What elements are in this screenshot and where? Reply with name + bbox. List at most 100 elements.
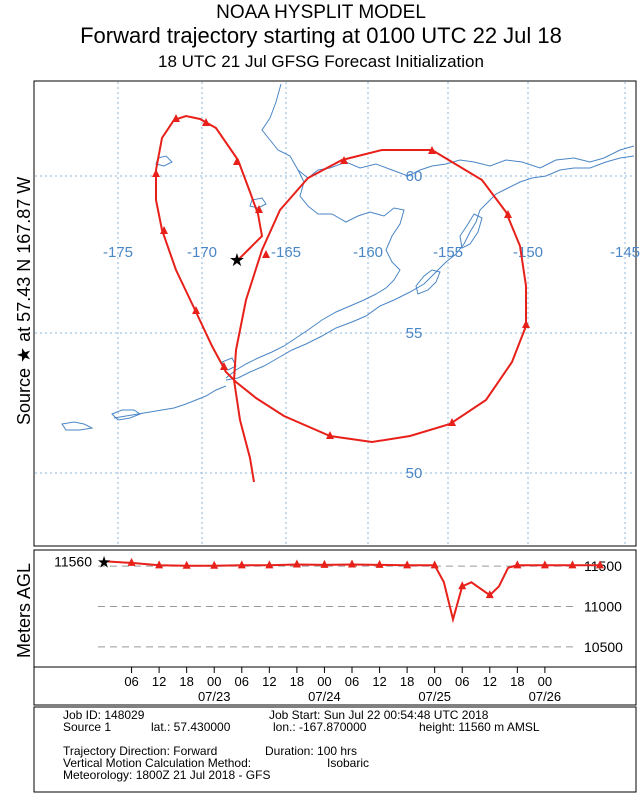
source-height: height: 11560 m AMSL xyxy=(419,720,540,734)
time-tick-label: 18 xyxy=(400,674,414,689)
kodiak-island xyxy=(415,269,441,295)
height-marker xyxy=(155,560,164,569)
info-frame xyxy=(33,706,637,793)
trajectory-marker-8 xyxy=(220,362,228,370)
height-marker xyxy=(348,559,356,568)
time-tick-label: 12 xyxy=(483,674,497,689)
height-marker xyxy=(237,560,246,569)
western-island-b xyxy=(61,421,94,431)
height-marker xyxy=(513,560,522,569)
time-tick-label: 00 xyxy=(207,674,221,689)
time-tick-label: 06 xyxy=(124,674,138,689)
model-title: NOAA HYSPLIT MODEL xyxy=(216,2,426,23)
time-tick-label: 00 xyxy=(538,674,552,689)
nunivak-island xyxy=(249,197,267,209)
time-tick-label: 18 xyxy=(179,674,193,689)
time-tick-label: 12 xyxy=(152,674,166,689)
height-marker xyxy=(568,560,577,569)
trajectory-path xyxy=(155,114,527,483)
aleutian-islands xyxy=(113,385,227,419)
job-start: Job Start: Sun Jul 22 00:54:48 UTC 2018 xyxy=(269,708,489,722)
lat-label-50: 50 xyxy=(406,465,423,482)
source-lat: lat.: 57.430000 xyxy=(151,720,231,734)
trajectory-marker-13 xyxy=(428,146,436,154)
job-id: Job ID: 148029 xyxy=(63,708,145,722)
lon-label-160: -160 xyxy=(353,244,383,261)
lon-label-175: -175 xyxy=(103,244,133,261)
height-marker xyxy=(265,560,274,569)
trajectory-marker-2 xyxy=(233,157,241,165)
height-marker xyxy=(430,560,439,569)
lon-label-150: -150 xyxy=(513,244,543,261)
date-label: 07/25 xyxy=(418,689,451,704)
trajectory-marker-6 xyxy=(160,226,168,234)
lon-label-165: -165 xyxy=(271,244,301,261)
height-tick-label: 10500 xyxy=(584,639,623,655)
time-tick-label: 00 xyxy=(427,674,441,689)
vertical-method: Vertical Motion Calculation Method: xyxy=(63,756,252,770)
source-number: Source 1 xyxy=(63,720,112,734)
date-label: 07/26 xyxy=(529,689,562,704)
height-marker xyxy=(375,559,384,568)
time-tick-label: 12 xyxy=(262,674,276,689)
time-tick-label: 12 xyxy=(372,674,386,689)
map-graticule xyxy=(35,82,635,545)
time-tick-label: 06 xyxy=(235,674,249,689)
trajectory-marker-15 xyxy=(262,250,270,258)
initialization-subtitle: 18 UTC 21 Jul GFSG Forecast Initializati… xyxy=(158,52,484,71)
height-marker xyxy=(182,560,191,569)
coastlines xyxy=(61,83,635,431)
height-tick-label: 11000 xyxy=(584,598,622,614)
kenai-peninsula xyxy=(459,213,483,249)
source-lon: lon.: -167.870000 xyxy=(273,720,367,734)
time-tick-label: 00 xyxy=(317,674,331,689)
alaska-peninsula-north xyxy=(225,293,377,379)
alaska-coast-west xyxy=(297,169,405,295)
time-tick-label: 06 xyxy=(345,674,359,689)
height-tick-label: 11500 xyxy=(584,558,622,574)
height-marker xyxy=(127,557,136,566)
western-island-a xyxy=(111,409,142,421)
lon-label-170: -170 xyxy=(187,244,217,261)
y-axis-label: Meters AGL xyxy=(14,562,34,658)
height-marker xyxy=(320,559,329,568)
time-tick-label: 18 xyxy=(510,674,524,689)
lon-label-155: -155 xyxy=(433,244,463,261)
date-label: 07/24 xyxy=(308,689,341,704)
height-marker xyxy=(596,560,604,569)
time-tick-label: 06 xyxy=(455,674,469,689)
height-series-line xyxy=(103,560,600,624)
vertical-method-value: Isobaric xyxy=(327,756,370,770)
source-star-map: ★ xyxy=(229,250,245,271)
alaska-peninsula-south xyxy=(225,155,635,381)
height-marker xyxy=(210,560,219,569)
height-marker xyxy=(540,560,549,569)
height-plot: 11500 11000 10500 ★ 11560 xyxy=(54,552,623,655)
trajectory-marker-12 xyxy=(504,210,512,218)
trajectory-marker-14 xyxy=(340,156,348,164)
height-marker xyxy=(403,560,412,569)
height-marker xyxy=(458,581,467,590)
run-info-panel: Job ID: 148029 Job Start: Sun Jul 22 00:… xyxy=(39,707,636,792)
meteorology: Meteorology: 1800Z 21 Jul 2018 - GFS xyxy=(63,768,271,782)
height-marker xyxy=(292,559,301,568)
time-tick-label: 18 xyxy=(290,674,304,689)
trajectory-marker-5 xyxy=(152,169,160,177)
trajectory-marker-7 xyxy=(192,306,200,314)
trajectory-direction: Trajectory Direction: Forward xyxy=(63,744,218,758)
y-axis-label-wrap: Meters AGL xyxy=(14,550,34,667)
trajectory-track xyxy=(152,114,530,483)
trajectory-marker-11 xyxy=(522,320,530,328)
trajectory-marker-3 xyxy=(202,118,210,126)
map-frame xyxy=(33,80,637,547)
height-marker xyxy=(485,590,494,599)
lat-label-60: 60 xyxy=(406,168,423,185)
date-label: 07/23 xyxy=(198,689,231,704)
trajectory-marker-4 xyxy=(172,114,180,122)
time-axis-frame xyxy=(33,666,637,706)
trajectory-marker-9 xyxy=(326,431,334,439)
start-height-label: 11560 xyxy=(54,553,92,569)
source-star-height: ★ xyxy=(97,552,111,571)
